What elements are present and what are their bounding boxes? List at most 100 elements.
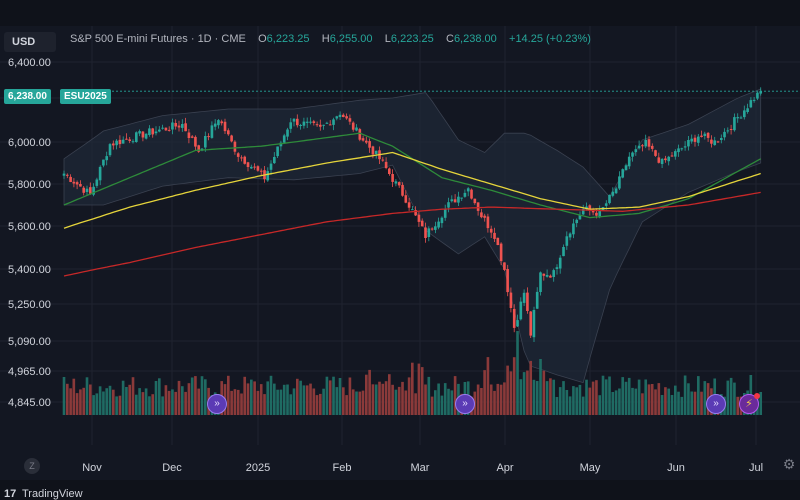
candle-body bbox=[312, 121, 316, 123]
x-axis-tick-label: Jun bbox=[667, 462, 685, 474]
volume-bar bbox=[187, 383, 191, 415]
candle-body bbox=[677, 148, 680, 153]
candle-body bbox=[604, 203, 608, 206]
candle-body bbox=[171, 122, 174, 130]
volume-bar bbox=[79, 389, 82, 415]
volume-bar bbox=[184, 391, 187, 415]
candle-body bbox=[102, 159, 105, 166]
candle-body bbox=[98, 166, 102, 181]
y-axis-tick-label: 4,845.00 bbox=[8, 397, 51, 409]
volume-bar bbox=[371, 384, 375, 415]
volume-bar bbox=[322, 388, 325, 415]
dividend-event-icon[interactable]: » bbox=[207, 394, 227, 414]
volume-bar bbox=[266, 381, 270, 415]
candle-body bbox=[417, 214, 421, 222]
volume-bar bbox=[726, 380, 730, 415]
candle-body bbox=[365, 140, 368, 143]
candle-body bbox=[588, 205, 592, 211]
dividend-event-icon[interactable]: » bbox=[706, 394, 726, 414]
candle-body bbox=[420, 220, 424, 227]
candle-body bbox=[325, 122, 329, 124]
candle-body bbox=[279, 142, 283, 147]
volume-bar bbox=[496, 383, 500, 415]
candle-body bbox=[332, 119, 335, 125]
candle-body bbox=[486, 216, 490, 229]
lightning-icon[interactable]: ⚡ bbox=[739, 393, 760, 414]
gear-icon[interactable]: ⚙ bbox=[782, 456, 796, 472]
volume-bar bbox=[624, 381, 628, 415]
volume-bar bbox=[325, 376, 329, 415]
candle-body bbox=[650, 145, 654, 149]
candle-body bbox=[289, 122, 293, 129]
bollinger-band bbox=[63, 88, 762, 384]
candle-body bbox=[555, 267, 559, 269]
volume-bar bbox=[72, 378, 76, 415]
volume-bar bbox=[614, 390, 618, 415]
volume-bar bbox=[512, 357, 516, 415]
candle-body bbox=[223, 121, 227, 132]
candle-body bbox=[151, 128, 155, 135]
volume-bar bbox=[138, 388, 141, 415]
candle-body bbox=[204, 136, 207, 148]
volume-bar bbox=[358, 391, 362, 415]
candle-body bbox=[450, 199, 454, 202]
volume-bar bbox=[240, 393, 243, 415]
candle-body bbox=[358, 129, 362, 140]
volume-bar bbox=[565, 390, 569, 415]
volume-bar bbox=[338, 378, 342, 415]
candle-body bbox=[394, 181, 398, 184]
candle-body bbox=[253, 166, 256, 168]
volume-bar bbox=[729, 377, 733, 415]
candle-body bbox=[342, 114, 345, 117]
ohlc-close: C6,238.00 bbox=[445, 33, 497, 45]
candle-body bbox=[703, 133, 707, 136]
volume-bar bbox=[98, 386, 102, 415]
candle-body bbox=[720, 138, 723, 140]
candle-body bbox=[75, 182, 79, 185]
volume-bar bbox=[66, 383, 69, 415]
candle-body bbox=[213, 123, 217, 127]
candle-body bbox=[476, 202, 480, 211]
volume-bar bbox=[253, 381, 256, 415]
y-axis-tick-label: 6,000.00 bbox=[8, 137, 51, 149]
x-axis-tick-label: Jul bbox=[749, 462, 763, 474]
candle-body bbox=[305, 121, 309, 123]
candle-body bbox=[575, 219, 579, 224]
volume-bar bbox=[135, 394, 138, 415]
volume-bar bbox=[598, 395, 602, 415]
volume-bar bbox=[621, 377, 625, 415]
volume-bar bbox=[315, 395, 319, 415]
volume-bar bbox=[407, 377, 411, 415]
candle-body bbox=[292, 118, 296, 122]
currency-button[interactable]: USD bbox=[4, 32, 56, 52]
moving-average-line bbox=[63, 151, 761, 229]
volume-bar bbox=[190, 377, 194, 415]
candle-body bbox=[558, 257, 562, 269]
dividend-event-icon[interactable]: » bbox=[455, 394, 475, 414]
candle-body bbox=[644, 139, 648, 147]
volume-bar bbox=[374, 384, 378, 415]
y-axis-tick-label: 5,800.00 bbox=[8, 179, 51, 191]
y-axis-tick-label: 6,400.00 bbox=[8, 57, 51, 69]
zoom-reset-button[interactable]: Z bbox=[24, 458, 40, 474]
volume-bar bbox=[312, 388, 316, 415]
volume-bar bbox=[309, 383, 312, 415]
volume-bar bbox=[424, 384, 427, 415]
candle-body bbox=[723, 131, 726, 138]
candle-body bbox=[131, 141, 135, 143]
candle-body bbox=[483, 215, 486, 218]
volume-bar bbox=[342, 387, 345, 415]
candle-body bbox=[440, 217, 444, 224]
volume-bar bbox=[447, 388, 450, 415]
volume-bar bbox=[328, 380, 332, 415]
symbol-tag: ESU2025 bbox=[60, 89, 111, 104]
volume-bar bbox=[292, 388, 296, 415]
candle-body bbox=[746, 108, 749, 112]
volume-bar bbox=[154, 381, 158, 415]
volume-bar bbox=[572, 386, 575, 415]
candle-body bbox=[526, 292, 529, 311]
volume-bar bbox=[417, 363, 421, 415]
candle-body bbox=[181, 124, 184, 128]
